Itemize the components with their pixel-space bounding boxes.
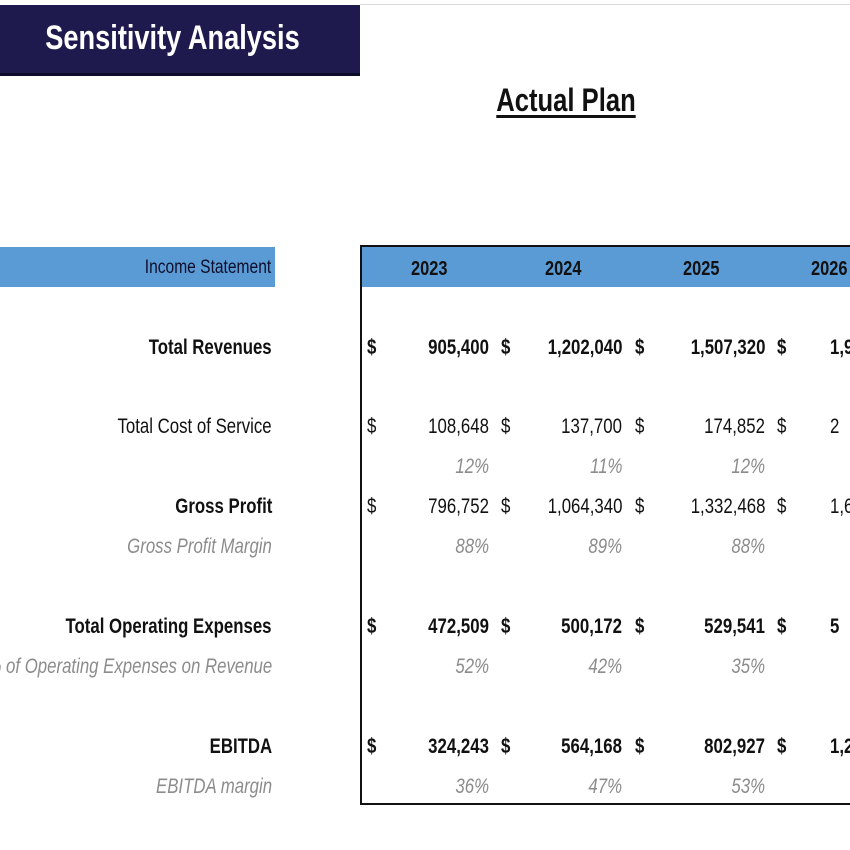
grid-line [360, 4, 850, 5]
percent-cell[interactable]: 12% [731, 455, 765, 478]
value-cell[interactable]: 1,9 [830, 336, 850, 359]
currency-symbol: $ [367, 336, 377, 359]
currency-symbol: $ [367, 415, 377, 438]
currency-symbol: $ [777, 336, 787, 359]
value-cell[interactable]: 5 [830, 615, 840, 638]
percent-cell[interactable]: 52% [455, 655, 489, 678]
year-header-row [362, 247, 850, 287]
percent-cell[interactable]: 88% [455, 535, 489, 558]
row-label: % of Operating Expenses on Revenue [0, 655, 272, 678]
currency-symbol: $ [367, 495, 377, 518]
row-label: Total Operating Expenses [65, 615, 272, 638]
currency-symbol: $ [501, 495, 511, 518]
value-cell[interactable]: 1,507,320 [690, 336, 765, 359]
value-cell[interactable]: 1,332,468 [690, 495, 765, 518]
currency-symbol: $ [635, 415, 645, 438]
row-label: Total Revenues [149, 336, 272, 359]
row-label: EBITDA [209, 735, 272, 758]
section-header: Income Statement [0, 247, 275, 287]
percent-cell[interactable]: 88% [731, 535, 765, 558]
row-label: Gross Profit [174, 495, 272, 518]
value-cell[interactable]: 564,168 [561, 735, 622, 758]
data-table [360, 245, 850, 805]
value-cell[interactable]: 802,927 [704, 735, 765, 758]
currency-symbol: $ [777, 735, 787, 758]
page-title: Sensitivity Analysis [45, 19, 300, 57]
currency-symbol: $ [501, 735, 511, 758]
value-cell[interactable]: 500,172 [561, 615, 622, 638]
percent-cell[interactable]: 47% [588, 775, 622, 798]
currency-symbol: $ [367, 615, 377, 638]
percent-cell[interactable]: 36% [455, 775, 489, 798]
currency-symbol: $ [777, 495, 787, 518]
value-cell[interactable]: 1,202,040 [547, 336, 622, 359]
year-header-2024: 2024 [545, 258, 582, 280]
currency-symbol: $ [777, 415, 787, 438]
currency-symbol: $ [635, 336, 645, 359]
row-label: Total Cost of Service [117, 415, 272, 438]
value-cell[interactable]: 529,541 [704, 615, 765, 638]
value-cell[interactable]: 324,243 [428, 735, 489, 758]
value-cell[interactable]: 1,6 [830, 495, 850, 518]
value-cell[interactable]: 796,752 [428, 495, 489, 518]
value-cell[interactable]: 108,648 [428, 415, 489, 438]
currency-symbol: $ [501, 615, 511, 638]
percent-cell[interactable]: 53% [731, 775, 765, 798]
year-header-2023: 2023 [411, 258, 448, 280]
value-cell[interactable]: 1,2 [830, 735, 850, 758]
value-cell[interactable]: 174,852 [704, 415, 765, 438]
currency-symbol: $ [367, 735, 377, 758]
currency-symbol: $ [501, 415, 511, 438]
scenario-title-text: Actual Plan [496, 82, 636, 118]
scenario-title: Actual Plan [486, 82, 646, 119]
percent-cell[interactable]: 11% [589, 455, 622, 478]
percent-cell[interactable]: 89% [588, 535, 622, 558]
currency-symbol: $ [635, 735, 645, 758]
currency-symbol: $ [501, 336, 511, 359]
currency-symbol: $ [777, 615, 787, 638]
value-cell[interactable]: 472,509 [428, 615, 489, 638]
currency-symbol: $ [635, 495, 645, 518]
percent-cell[interactable]: 42% [588, 655, 622, 678]
currency-symbol: $ [635, 615, 645, 638]
row-label: EBITDA margin [155, 775, 272, 798]
year-header-2025: 2025 [683, 258, 720, 280]
percent-cell[interactable]: 12% [455, 455, 489, 478]
value-cell[interactable]: 2 [830, 415, 840, 438]
title-banner: Sensitivity Analysis [0, 5, 360, 76]
year-header-2026: 2026 [811, 258, 848, 280]
section-label: Income Statement [144, 257, 271, 278]
value-cell[interactable]: 137,700 [561, 415, 622, 438]
row-label: Gross Profit Margin [127, 535, 272, 558]
percent-cell[interactable]: 35% [731, 655, 765, 678]
value-cell[interactable]: 1,064,340 [547, 495, 622, 518]
value-cell[interactable]: 905,400 [428, 336, 489, 359]
